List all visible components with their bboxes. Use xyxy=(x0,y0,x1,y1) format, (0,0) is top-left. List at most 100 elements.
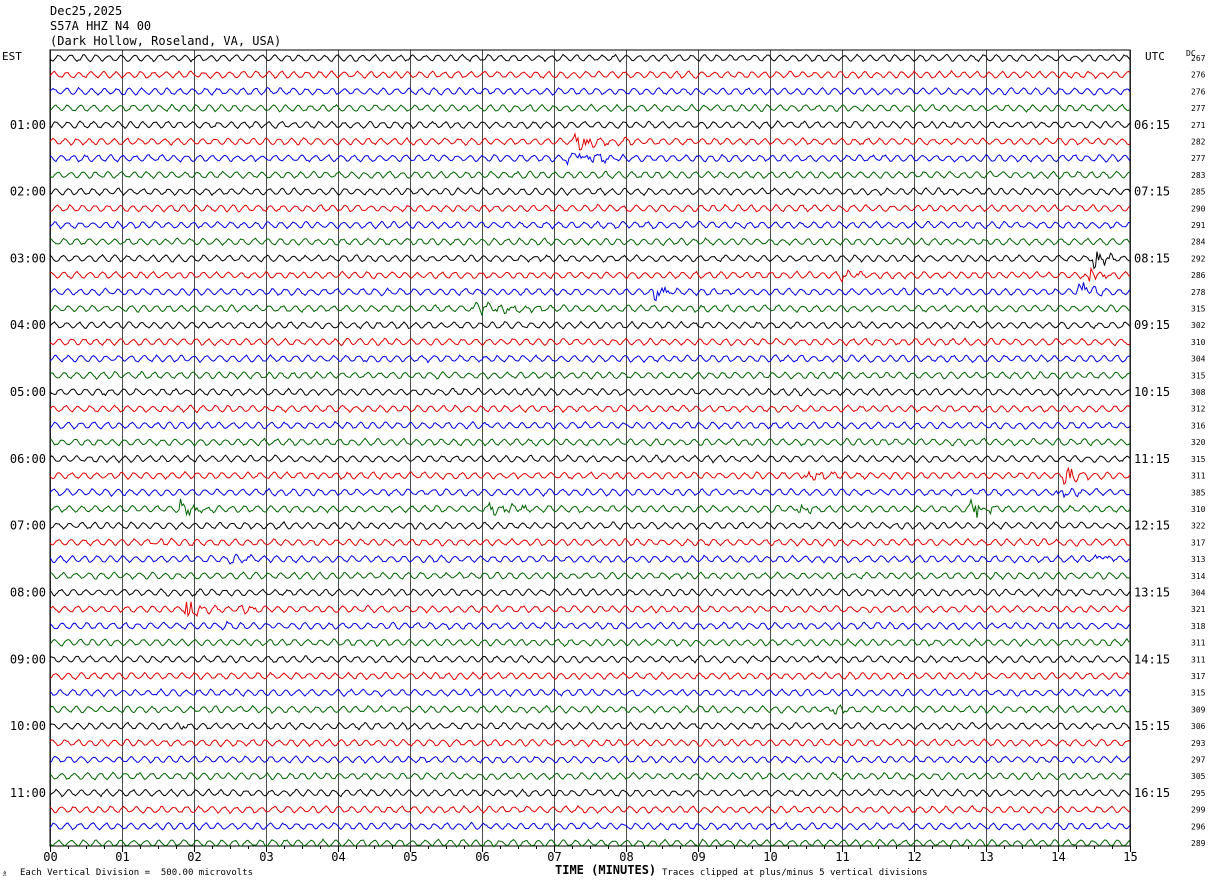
x-tick-label: 14 xyxy=(1051,850,1065,864)
est-zone-label: EST xyxy=(2,50,22,63)
seismic-trace xyxy=(49,688,1131,698)
seismic-trace xyxy=(49,266,1131,283)
dc-offset-label: 289 xyxy=(1191,839,1206,848)
dc-offset-label: 277 xyxy=(1191,154,1206,163)
x-tick-label: 02 xyxy=(187,850,201,864)
utc-hour-label: 16:15 xyxy=(1134,786,1170,800)
seismic-trace xyxy=(49,86,1131,96)
seismic-trace xyxy=(49,788,1131,798)
seismic-trace xyxy=(49,337,1131,347)
utc-hour-label: 12:15 xyxy=(1134,519,1170,533)
est-hour-label: 04:00 xyxy=(10,318,46,332)
x-tick-label: 08 xyxy=(619,850,633,864)
seismic-trace xyxy=(49,571,1131,581)
dc-offset-label: 315 xyxy=(1191,455,1206,464)
dc-offset-label: 278 xyxy=(1191,288,1206,297)
dc-offset-label: 312 xyxy=(1191,405,1206,414)
dc-offset-label: 311 xyxy=(1191,639,1206,648)
dc-offset-label: 315 xyxy=(1191,305,1206,314)
seismic-trace xyxy=(49,220,1131,230)
dc-offset-label: 320 xyxy=(1191,438,1206,447)
seismic-trace xyxy=(49,120,1131,130)
dc-offset-label: 283 xyxy=(1191,171,1206,180)
dc-offset-label: 321 xyxy=(1191,605,1206,614)
dc-offset-label: 385 xyxy=(1191,488,1206,497)
seismic-trace xyxy=(49,404,1131,414)
station-location: (Dark Hollow, Roseland, VA, USA) xyxy=(50,34,282,48)
seismic-trace xyxy=(49,805,1131,815)
dc-offset-label: 296 xyxy=(1191,822,1206,831)
x-tick-label: 06 xyxy=(475,850,489,864)
seismic-trace xyxy=(49,251,1131,270)
x-axis-title: TIME (MINUTES) xyxy=(555,863,657,877)
dc-offset-label: 311 xyxy=(1191,472,1206,481)
trace-rows xyxy=(49,53,1131,848)
dc-offset-label: 284 xyxy=(1191,238,1206,247)
dc-offset-label: 282 xyxy=(1191,138,1206,147)
seismic-trace xyxy=(49,637,1131,648)
dc-offset-label: 292 xyxy=(1191,254,1206,263)
seismic-trace xyxy=(49,704,1131,715)
seismic-trace xyxy=(49,553,1131,565)
x-tick-label: 13 xyxy=(979,850,993,864)
dc-offset-label: 267 xyxy=(1191,54,1206,63)
est-hour-label: 01:00 xyxy=(10,118,46,132)
dc-offset-label: 315 xyxy=(1191,371,1206,380)
x-tick-label: 10 xyxy=(763,850,777,864)
dc-offset-label: 305 xyxy=(1191,772,1206,781)
x-tick-label: 07 xyxy=(547,850,561,864)
seismic-trace xyxy=(49,203,1131,213)
x-tick-label: 09 xyxy=(691,850,705,864)
utc-hour-label: 15:15 xyxy=(1134,719,1170,733)
x-tick-label: 11 xyxy=(835,850,849,864)
est-hour-label: 06:00 xyxy=(10,452,46,466)
seismic-trace xyxy=(49,103,1131,113)
x-tick-label: 12 xyxy=(907,850,921,864)
utc-hour-label: 09:15 xyxy=(1134,318,1170,332)
record-date: Dec25,2025 xyxy=(50,4,123,18)
utc-hour-label: 13:15 xyxy=(1134,585,1170,599)
dc-offset-label: 310 xyxy=(1191,505,1206,514)
dc-offset-label: 310 xyxy=(1191,338,1206,347)
seismic-trace xyxy=(49,53,1131,63)
dc-offset-label: 277 xyxy=(1191,104,1206,113)
est-hour-label: 10:00 xyxy=(10,719,46,733)
utc-hour-label: 08:15 xyxy=(1134,251,1170,265)
x-tick-label: 00 xyxy=(43,850,57,864)
dc-offset-label: 286 xyxy=(1191,271,1206,280)
seismic-trace xyxy=(49,466,1131,486)
est-hour-label: 05:00 xyxy=(10,385,46,399)
scale-note: Each Vertical Division = 500.00 microvol… xyxy=(20,868,253,878)
seismic-trace xyxy=(49,487,1131,499)
axis-labels: 00 01 02 03 04 05 06 07 08 09 10 11 12 13 14 15 267 276 27… xyxy=(10,54,1206,864)
seismic-trace xyxy=(49,320,1131,330)
seismic-trace xyxy=(49,69,1131,80)
dc-offset-label: 302 xyxy=(1191,321,1206,330)
est-hour-label: 03:00 xyxy=(10,251,46,265)
dc-offset-label: 297 xyxy=(1191,755,1206,764)
seismic-trace xyxy=(49,420,1131,430)
est-hour-label: 02:00 xyxy=(10,185,46,199)
utc-zone-label: UTC xyxy=(1145,50,1165,63)
dc-offset-label: 318 xyxy=(1191,622,1206,631)
seismic-trace xyxy=(49,186,1131,197)
dc-offset-header: DC xyxy=(1186,49,1196,58)
dc-offset-label: 317 xyxy=(1191,538,1206,547)
seismic-trace xyxy=(49,771,1131,781)
seismic-trace xyxy=(49,132,1131,151)
seismic-trace xyxy=(49,152,1131,167)
utc-hour-label: 06:15 xyxy=(1134,118,1170,132)
seismic-trace xyxy=(49,537,1131,547)
station-code: S57A HHZ N4 00 xyxy=(50,19,152,33)
utc-hour-label: 07:15 xyxy=(1134,185,1170,199)
x-tick-label: 01 xyxy=(115,850,129,864)
dc-offset-label: 322 xyxy=(1191,522,1206,531)
dc-offset-label: 311 xyxy=(1191,655,1206,664)
x-tick-label: 04 xyxy=(331,850,345,864)
seismic-trace xyxy=(49,655,1131,665)
x-tick-label: 05 xyxy=(403,850,417,864)
dc-offset-label: 313 xyxy=(1191,555,1206,564)
seismic-trace xyxy=(49,620,1131,631)
seismic-trace xyxy=(49,821,1131,831)
